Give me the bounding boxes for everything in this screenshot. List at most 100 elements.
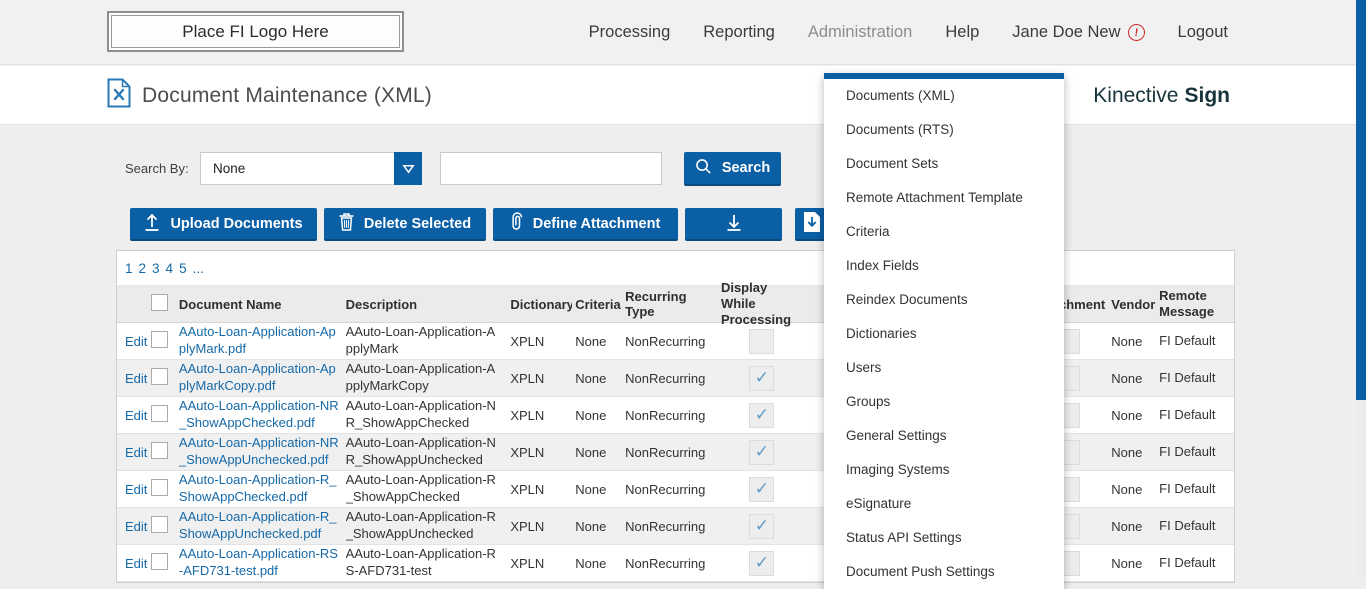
vendor-cell: None	[1107, 556, 1156, 571]
edit-link[interactable]: Edit	[125, 482, 147, 497]
admin-menu-item[interactable]: Users	[824, 351, 1064, 385]
table-row: Edit AAuto-Loan-Application-NR_ShowAppUn…	[117, 434, 1234, 471]
dictionary-cell: XPLN	[505, 519, 572, 534]
table-row: Edit AAuto-Loan-Application-NR_ShowAppCh…	[117, 397, 1234, 434]
document-name-link[interactable]: AAuto-Loan-Application-R_ShowAppChecked.…	[179, 472, 342, 506]
admin-menu-item[interactable]: Index Fields	[824, 249, 1064, 283]
kinective-sign-logo: Kinective Sign	[1093, 66, 1230, 125]
admin-menu-item[interactable]: Groups	[824, 385, 1064, 419]
display-while-processing-checkbox[interactable]: ✓	[749, 477, 774, 502]
scrollbar-thumb[interactable]	[1356, 0, 1366, 400]
admin-menu-item[interactable]: Status API Settings	[824, 521, 1064, 555]
edit-link[interactable]: Edit	[125, 445, 147, 460]
table-body: Edit AAuto-Loan-Application-ApplyMark.pd…	[117, 323, 1234, 582]
remote-message-cell: FI Default	[1156, 370, 1234, 386]
admin-menu-item[interactable]: Criteria	[824, 215, 1064, 249]
recurring-type-cell: NonRecurring	[622, 445, 715, 460]
admin-menu-item[interactable]: eSignature	[824, 487, 1064, 521]
edit-link[interactable]: Edit	[125, 556, 147, 571]
page-link-2[interactable]: 2	[139, 261, 147, 276]
table-row: Edit AAuto-Loan-Application-RS-AFD731-te…	[117, 545, 1234, 582]
vertical-scrollbar	[1356, 0, 1366, 581]
export-button[interactable]	[685, 208, 782, 241]
select-all-checkbox[interactable]	[151, 294, 168, 311]
document-name-link[interactable]: AAuto-Loan-Application-ApplyMark.pdf	[179, 324, 342, 358]
display-while-processing-checkbox[interactable]: ✓	[749, 514, 774, 539]
upload-documents-button[interactable]: Upload Documents	[130, 208, 317, 241]
row-checkbox[interactable]	[151, 516, 168, 533]
fi-logo-text: Place FI Logo Here	[111, 15, 400, 48]
define-attachment-button[interactable]: Define Attachment	[493, 208, 678, 241]
row-checkbox[interactable]	[151, 368, 168, 385]
admin-menu-item[interactable]: Documents (XML)	[824, 79, 1064, 113]
admin-menu-item[interactable]: General Settings	[824, 419, 1064, 453]
row-checkbox[interactable]	[151, 553, 168, 570]
page-link-4[interactable]: 4	[166, 261, 174, 276]
nav-administration[interactable]: Administration	[808, 23, 913, 42]
recurring-type-cell: NonRecurring	[622, 371, 715, 386]
recurring-type-cell: NonRecurring	[622, 519, 715, 534]
document-name-link[interactable]: AAuto-Loan-Application-ApplyMarkCopy.pdf	[179, 361, 342, 395]
document-name-link[interactable]: AAuto-Loan-Application-RS-AFD731-test.pd…	[179, 546, 342, 580]
admin-menu-item[interactable]: Document Push Settings	[824, 555, 1064, 589]
delete-selected-button[interactable]: Delete Selected	[324, 208, 486, 241]
col-document-name: Document Name	[179, 297, 346, 312]
nav-help[interactable]: Help	[945, 23, 979, 42]
document-name-link[interactable]: AAuto-Loan-Application-NR_ShowAppChecked…	[179, 398, 342, 432]
admin-menu-item[interactable]: Reindex Documents	[824, 283, 1064, 317]
row-checkbox[interactable]	[151, 442, 168, 459]
edit-link[interactable]: Edit	[125, 371, 147, 386]
dictionary-cell: XPLN	[505, 371, 572, 386]
document-name-link[interactable]: AAuto-Loan-Application-NR_ShowAppUncheck…	[179, 435, 342, 469]
page-link-3[interactable]: 3	[152, 261, 160, 276]
edit-link[interactable]: Edit	[125, 519, 147, 534]
top-header-bar: Place FI Logo Here Processing Reporting …	[0, 0, 1366, 65]
upload-arrow-icon	[144, 213, 160, 235]
edit-link[interactable]: Edit	[125, 334, 147, 349]
search-by-dropdown[interactable]: None	[200, 152, 422, 185]
display-while-processing-checkbox[interactable]: ✓	[749, 403, 774, 428]
row-checkbox[interactable]	[151, 479, 168, 496]
page-link-5[interactable]: 5	[179, 261, 187, 276]
admin-menu-item[interactable]: Dictionaries	[824, 317, 1064, 351]
search-icon	[695, 158, 712, 179]
display-while-processing-checkbox[interactable]: ✓	[749, 440, 774, 465]
remote-message-cell: FI Default	[1156, 444, 1234, 460]
criteria-cell: None	[572, 482, 622, 497]
document-name-link[interactable]: AAuto-Loan-Application-R_ShowAppUnchecke…	[179, 509, 342, 543]
search-by-label: Search By:	[125, 152, 189, 185]
nav-user[interactable]: Jane Doe New !	[1012, 23, 1144, 42]
alert-circle-icon: !	[1126, 23, 1145, 42]
search-input[interactable]	[440, 152, 662, 185]
search-by-selected-value: None	[201, 161, 395, 176]
remote-message-cell: FI Default	[1156, 518, 1234, 534]
admin-menu-item[interactable]: Imaging Systems	[824, 453, 1064, 487]
row-checkbox[interactable]	[151, 331, 168, 348]
dictionary-cell: XPLN	[505, 482, 572, 497]
criteria-cell: None	[572, 334, 622, 349]
nav-reporting[interactable]: Reporting	[703, 23, 775, 42]
nav-processing[interactable]: Processing	[589, 23, 671, 42]
col-criteria: Criteria	[572, 297, 622, 312]
dictionary-cell: XPLN	[505, 334, 572, 349]
search-button[interactable]: Search	[684, 152, 781, 186]
description-cell: AAuto-Loan-Application-R_ShowAppChecked	[346, 472, 506, 506]
display-while-processing-checkbox[interactable]: ✓	[749, 366, 774, 391]
edit-link[interactable]: Edit	[125, 408, 147, 423]
page-link-more[interactable]: ...	[193, 261, 204, 276]
admin-menu-item[interactable]: Remote Attachment Template	[824, 181, 1064, 215]
admin-menu-item[interactable]: Document Sets	[824, 147, 1064, 181]
col-display-while-processing: Display While Processing	[715, 280, 805, 329]
col-recurring-type: Recurring Type	[622, 289, 715, 319]
user-name: Jane Doe New	[1012, 23, 1120, 42]
display-while-processing-checkbox[interactable]	[749, 329, 774, 354]
vendor-cell: None	[1107, 445, 1156, 460]
display-while-processing-checkbox[interactable]: ✓	[749, 551, 774, 576]
document-maintenance-icon	[107, 78, 131, 113]
row-checkbox[interactable]	[151, 405, 168, 422]
criteria-cell: None	[572, 445, 622, 460]
admin-menu-item[interactable]: Documents (RTS)	[824, 113, 1064, 147]
nav-logout[interactable]: Logout	[1178, 23, 1228, 42]
page-link-1[interactable]: 1	[125, 261, 133, 276]
vendor-cell: None	[1107, 334, 1156, 349]
